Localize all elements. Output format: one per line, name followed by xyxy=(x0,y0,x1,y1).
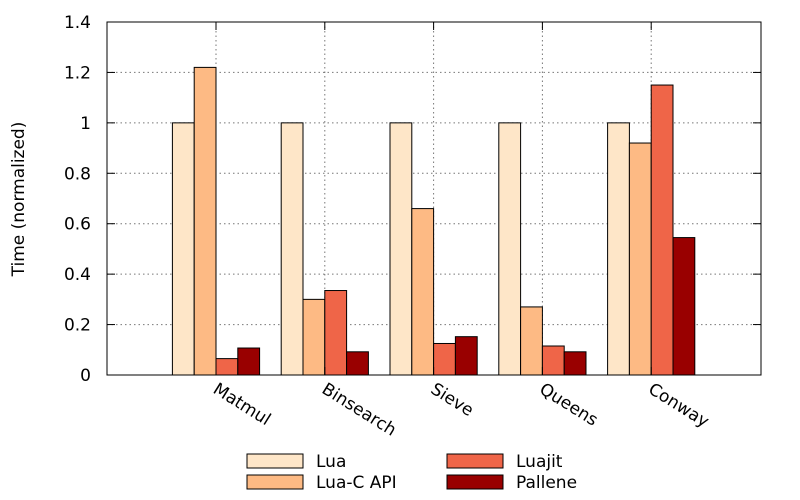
bar-luajit-binsearch xyxy=(324,290,348,376)
bar-luajit-matmul xyxy=(215,358,239,376)
y-axis-title: Time (normalized) xyxy=(9,122,29,278)
y-tick-label: 0.4 xyxy=(64,265,91,285)
legend-swatch xyxy=(446,453,504,469)
legend-label: Pallene xyxy=(516,473,577,493)
y-axis-ticks: 0 0.2 0.4 0.6 0.8 1 1.2 1.4 xyxy=(64,13,761,386)
bar-lua-c-api-queens xyxy=(520,306,543,376)
y-tick-label: 0.8 xyxy=(64,164,91,184)
legend-swatch xyxy=(446,474,504,490)
x-tick-label: Sieve xyxy=(427,379,477,421)
y-tick-label: 0.2 xyxy=(64,316,91,336)
legend-swatch xyxy=(246,453,304,469)
bar-luajit-queens xyxy=(541,345,565,376)
bar-lua-conway xyxy=(607,122,630,376)
legend-label: Lua-C API xyxy=(316,473,397,493)
y-tick-label: 1.4 xyxy=(64,13,91,33)
bar-pallene-matmul xyxy=(237,347,261,376)
bar-pallene-sieve xyxy=(454,336,478,376)
y-tick-label: 1.2 xyxy=(64,63,91,83)
y-tick-label: 0.6 xyxy=(64,215,91,235)
bar-pallene-queens xyxy=(563,351,587,376)
bar-luajit-sieve xyxy=(433,342,456,376)
bar-lua-sieve xyxy=(389,122,413,376)
bars xyxy=(171,66,696,376)
bar-lua-c-api-matmul xyxy=(193,66,217,376)
bar-pallene-conway xyxy=(672,237,696,376)
bar-lua-c-api-binsearch xyxy=(302,298,326,376)
bar-luajit-conway xyxy=(650,84,674,376)
bar-lua-binsearch xyxy=(280,122,304,376)
y-tick-label: 1 xyxy=(80,114,91,134)
x-tick-label: Binsearch xyxy=(318,379,400,440)
x-tick-label: Conway xyxy=(645,379,713,432)
x-tick-label: Matmul xyxy=(209,379,274,430)
bar-lua-c-api-sieve xyxy=(411,208,435,376)
bar-lua-queens xyxy=(498,122,522,376)
bar-pallene-binsearch xyxy=(346,351,369,376)
legend-label: Lua xyxy=(316,452,346,472)
legend-label: Luajit xyxy=(516,452,563,472)
legend-swatch xyxy=(246,474,304,490)
x-tick-label: Queens xyxy=(536,379,602,430)
bar-lua-matmul xyxy=(171,122,195,376)
y-tick-label: 0 xyxy=(80,366,91,386)
bar-lua-c-api-conway xyxy=(628,142,652,376)
